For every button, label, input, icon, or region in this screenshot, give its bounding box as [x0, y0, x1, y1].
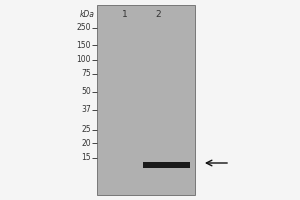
- Text: 20: 20: [81, 138, 91, 148]
- Text: kDa: kDa: [80, 10, 95, 19]
- Text: 50: 50: [81, 88, 91, 97]
- Text: 37: 37: [81, 106, 91, 114]
- Bar: [97, 5, 195, 195]
- Text: 2: 2: [155, 10, 161, 19]
- Bar: [143, 162, 190, 168]
- Text: 100: 100: [76, 55, 91, 64]
- Text: 250: 250: [76, 23, 91, 32]
- Text: 150: 150: [76, 40, 91, 49]
- Text: 25: 25: [81, 126, 91, 134]
- Text: 1: 1: [122, 10, 128, 19]
- Text: 15: 15: [81, 154, 91, 162]
- Text: 75: 75: [81, 70, 91, 78]
